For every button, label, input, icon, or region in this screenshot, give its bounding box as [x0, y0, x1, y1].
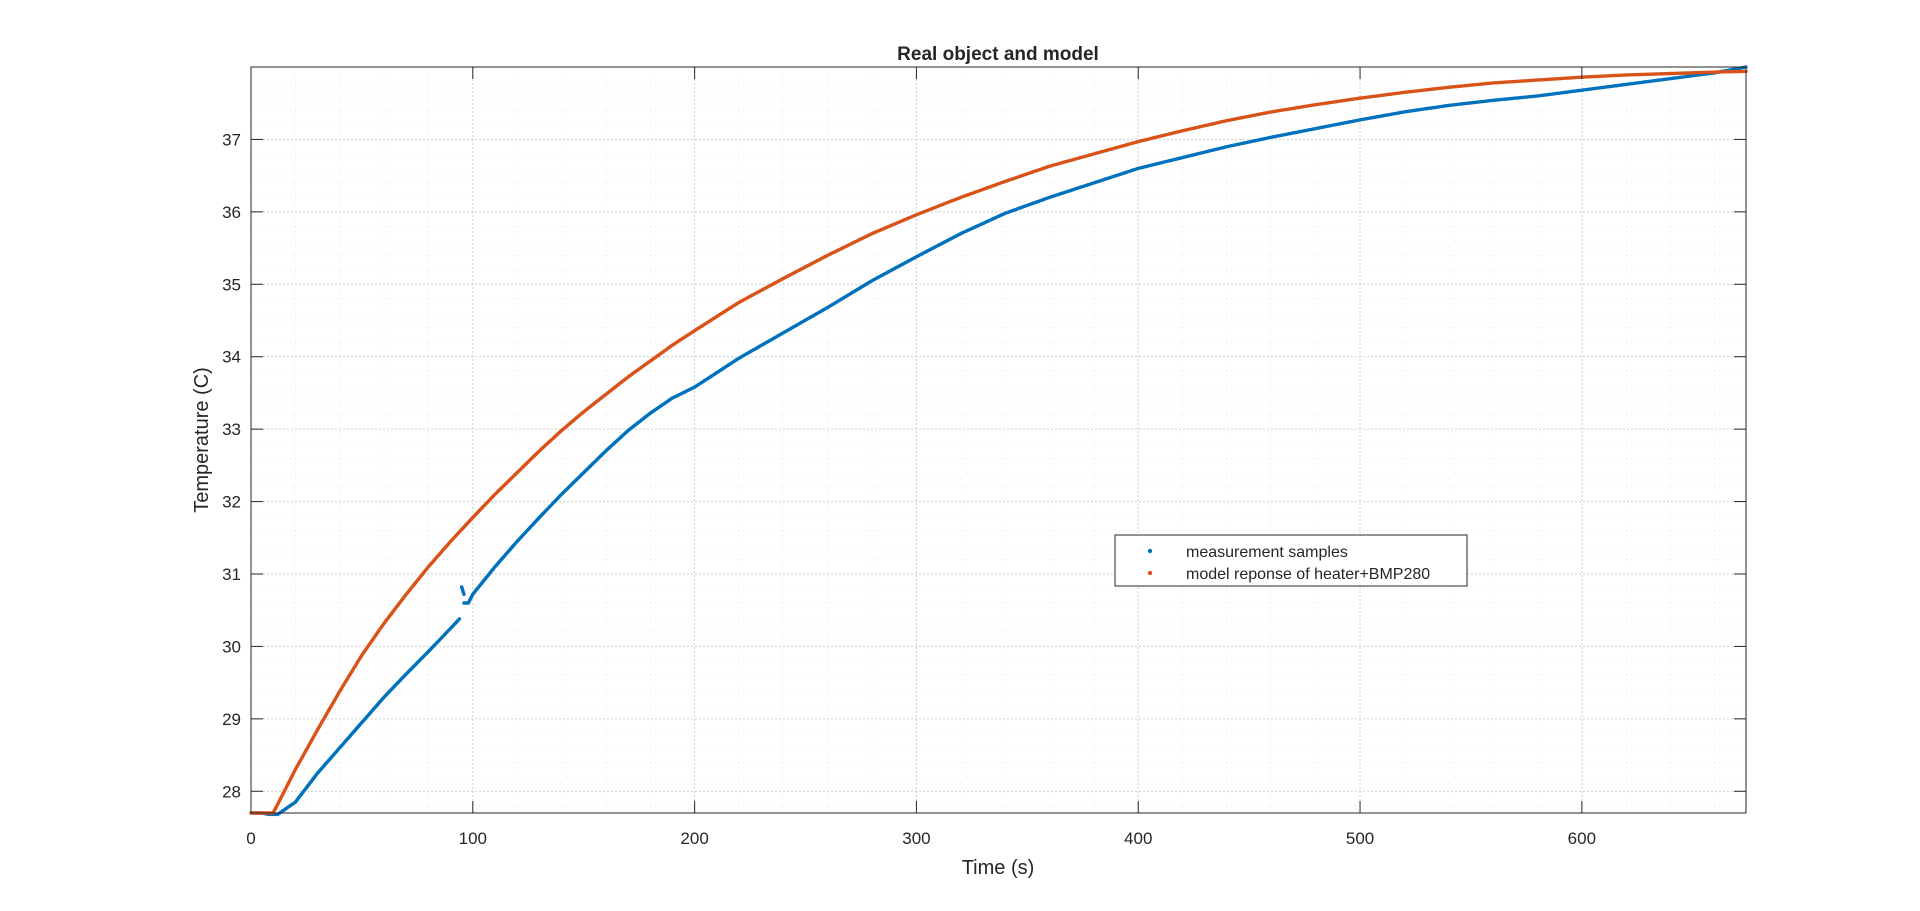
y-tick-label: 35	[222, 275, 241, 294]
legend-marker-measurement	[1147, 548, 1153, 554]
chart-title: Real object and model	[897, 44, 1099, 65]
y-tick-label: 37	[222, 130, 241, 149]
y-tick-label: 34	[222, 348, 241, 367]
legend-label-model: model reponse of heater+BMP280	[1186, 566, 1430, 583]
y-tick-label: 28	[222, 782, 241, 801]
y-tick-label: 29	[222, 710, 241, 729]
ticks	[250, 67, 1746, 813]
legend-box	[1114, 534, 1468, 587]
plot-area	[249, 65, 1748, 817]
y-tick-label: 30	[222, 637, 241, 656]
legend-label-measurement: measurement samples	[1186, 544, 1348, 561]
y-tick-label: 31	[222, 565, 241, 584]
legend: measurement samples model reponse of hea…	[1114, 534, 1468, 587]
grid	[250, 66, 1746, 813]
data-point	[462, 592, 466, 596]
series-layer	[249, 65, 1748, 817]
y-tick-label: 33	[222, 420, 241, 439]
y-tick-label: 36	[222, 203, 241, 222]
x-axis-label: Time (s)	[962, 857, 1035, 879]
x-tick-label: 400	[1124, 829, 1152, 848]
legend-marker-model	[1147, 570, 1153, 576]
x-tick-label: 600	[1568, 829, 1596, 848]
x-tick-labels: 0 100 200 300 400 500 600	[246, 829, 1596, 848]
y-axis-label: Temperature (C)	[191, 367, 213, 513]
data-point	[457, 617, 462, 621]
series-1	[249, 69, 1748, 815]
series-0	[249, 65, 1748, 817]
x-tick-label: 100	[459, 829, 487, 848]
x-tick-label: 300	[902, 829, 930, 848]
y-tick-labels: 28 29 30 31 32 33 34 35 36 37	[222, 130, 241, 801]
x-tick-label: 500	[1346, 829, 1374, 848]
y-tick-label: 32	[222, 493, 241, 512]
x-tick-label: 200	[680, 829, 708, 848]
x-tick-label: 0	[246, 829, 255, 848]
